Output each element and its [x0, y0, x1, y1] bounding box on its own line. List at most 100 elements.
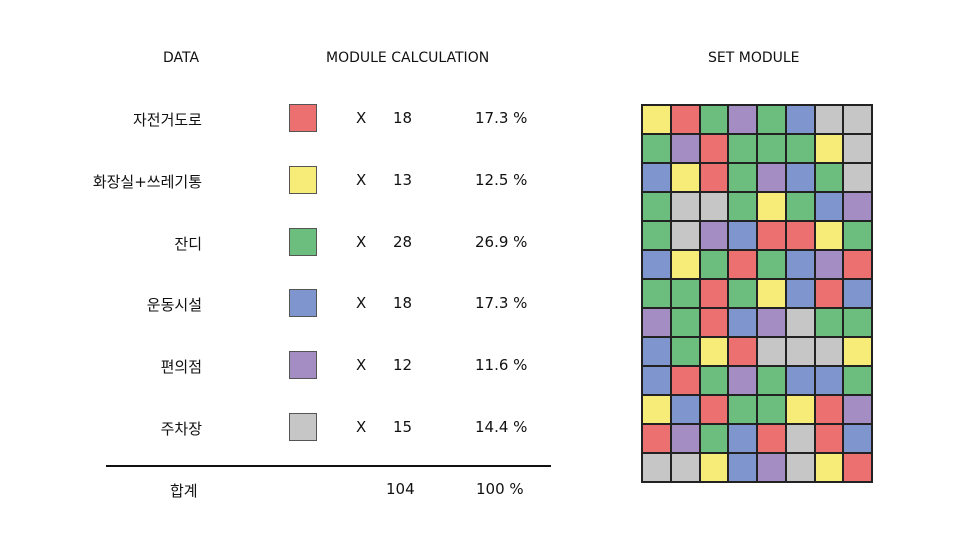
module-cell: [757, 279, 786, 308]
module-cell: [757, 221, 786, 250]
module-cell: [814, 250, 844, 279]
module-cell: [785, 395, 815, 424]
module-cell: [814, 192, 844, 221]
color-swatch: [289, 104, 317, 132]
module-count: 13: [393, 171, 413, 189]
row-label: 운동시설: [146, 296, 202, 314]
total-label: 합계: [170, 482, 198, 500]
module-cell: [670, 250, 700, 279]
color-swatch: [289, 413, 317, 441]
module-cell: [642, 453, 671, 482]
calc-row-sports: 운동시설 X 18 17.3 %: [0, 289, 600, 319]
module-cell: [785, 105, 815, 134]
module-percent: 14.4 %: [475, 418, 528, 436]
set-module-header: SET MODULE: [708, 50, 800, 66]
module-cell: [728, 250, 757, 279]
module-percent: 26.9 %: [475, 233, 528, 251]
module-cell: [642, 105, 671, 134]
set-module-grid: [641, 104, 873, 483]
calc-row-lawn: 잔디 X 28 26.9 %: [0, 228, 600, 258]
module-cell: [670, 192, 700, 221]
module-cell: [670, 395, 700, 424]
module-count: 15: [393, 418, 413, 436]
module-cell: [843, 308, 872, 337]
module-cell: [642, 424, 671, 453]
total-row: 합계 104 100 %: [0, 480, 600, 504]
module-cell: [843, 366, 872, 395]
module-cell: [642, 192, 671, 221]
module-cell: [814, 134, 844, 163]
module-cell: [642, 250, 671, 279]
module-cell: [785, 163, 815, 192]
module-cell: [757, 105, 786, 134]
module-cell: [757, 192, 786, 221]
module-count: 18: [393, 109, 413, 127]
module-cell: [757, 453, 786, 482]
module-cell: [814, 366, 844, 395]
module-cell: [814, 453, 844, 482]
module-cell: [699, 308, 729, 337]
module-cell: [642, 163, 671, 192]
multiply-sign: X: [356, 171, 367, 189]
multiply-sign: X: [356, 233, 367, 251]
calc-row-store: 편의점 X 12 11.6 %: [0, 351, 600, 381]
module-cell: [785, 250, 815, 279]
module-cell: [728, 366, 757, 395]
row-label: 주차장: [160, 420, 202, 438]
module-count: 28: [393, 233, 413, 251]
module-cell: [728, 192, 757, 221]
module-cell: [814, 279, 844, 308]
module-cell: [699, 395, 729, 424]
module-cell: [843, 279, 872, 308]
module-cell: [757, 134, 786, 163]
module-percent: 17.3 %: [475, 109, 528, 127]
module-cell: [699, 424, 729, 453]
module-cell: [814, 221, 844, 250]
module-cell: [785, 337, 815, 366]
module-cell: [670, 424, 700, 453]
module-cell: [728, 424, 757, 453]
module-cell: [670, 221, 700, 250]
module-cell: [728, 221, 757, 250]
module-cell: [843, 134, 872, 163]
module-cell: [757, 250, 786, 279]
calc-row-restroom: 화장실+쓰레기통 X 13 12.5 %: [0, 166, 600, 196]
module-cell: [843, 395, 872, 424]
module-cell: [642, 366, 671, 395]
module-cell: [785, 221, 815, 250]
row-label: 자전거도로: [132, 111, 202, 129]
module-cell: [757, 308, 786, 337]
module-cell: [757, 366, 786, 395]
module-cell: [757, 163, 786, 192]
module-cell: [670, 105, 700, 134]
module-cell: [728, 163, 757, 192]
module-cell: [728, 308, 757, 337]
total-count: 104: [386, 480, 415, 498]
multiply-sign: X: [356, 418, 367, 436]
module-cell: [814, 308, 844, 337]
module-cell: [785, 453, 815, 482]
module-percent: 12.5 %: [475, 171, 528, 189]
module-cell: [728, 453, 757, 482]
module-cell: [843, 163, 872, 192]
module-calculation-header: MODULE CALCULATION: [326, 50, 490, 66]
module-cell: [814, 395, 844, 424]
module-cell: [670, 366, 700, 395]
module-cell: [699, 279, 729, 308]
module-cell: [785, 279, 815, 308]
module-cell: [642, 395, 671, 424]
module-cell: [843, 424, 872, 453]
module-cell: [757, 395, 786, 424]
color-swatch: [289, 289, 317, 317]
module-cell: [728, 105, 757, 134]
module-cell: [814, 163, 844, 192]
module-cell: [699, 105, 729, 134]
total-percent: 100 %: [476, 480, 524, 498]
module-cell: [728, 279, 757, 308]
multiply-sign: X: [356, 109, 367, 127]
module-cell: [670, 134, 700, 163]
module-cell: [843, 453, 872, 482]
module-cell: [699, 250, 729, 279]
module-cell: [642, 279, 671, 308]
module-cell: [642, 221, 671, 250]
